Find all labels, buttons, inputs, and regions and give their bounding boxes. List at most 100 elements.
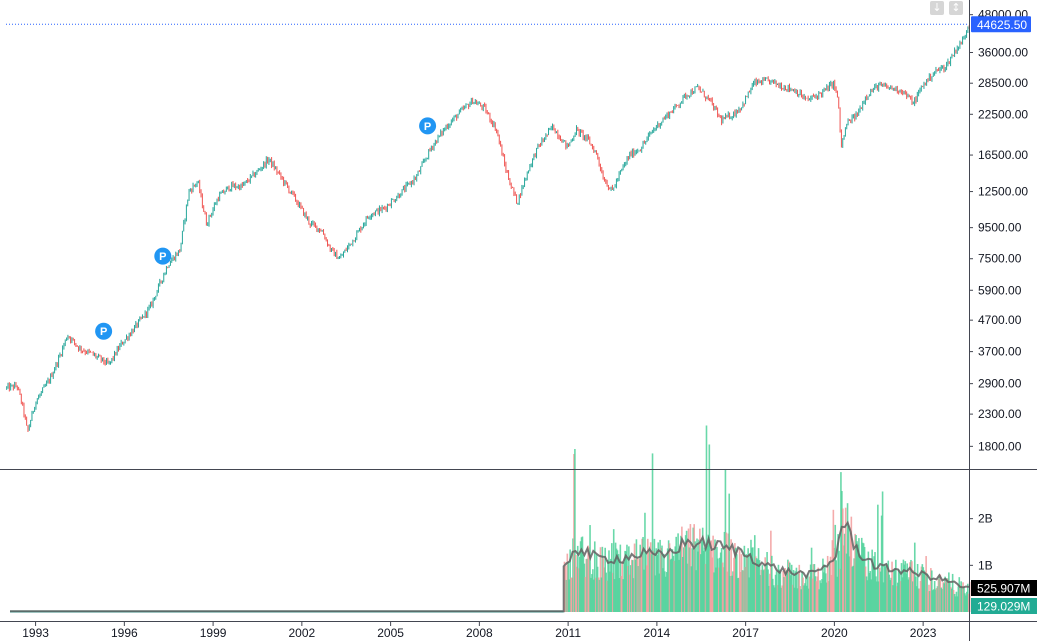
volume-bar bbox=[772, 585, 775, 612]
volume-bar bbox=[940, 587, 943, 612]
volume-bar bbox=[619, 544, 622, 612]
volume-bar bbox=[614, 542, 617, 612]
x-tick-label: 2008 bbox=[466, 626, 493, 640]
volume-bar bbox=[812, 564, 815, 612]
volume-bar bbox=[888, 574, 891, 612]
volume-bar bbox=[764, 557, 766, 612]
volume-bar bbox=[953, 593, 956, 612]
vol-tick-label: 2B bbox=[978, 512, 993, 526]
volume-bar bbox=[838, 550, 840, 612]
volume-bars bbox=[10, 425, 971, 613]
volume-bar bbox=[959, 585, 962, 612]
volume-bar bbox=[726, 571, 729, 612]
volume-bar bbox=[713, 572, 715, 612]
x-tick-label: 1993 bbox=[22, 626, 49, 640]
volume-bar bbox=[963, 586, 965, 612]
volume-bar bbox=[752, 547, 754, 612]
marker-p-label: P bbox=[424, 121, 431, 133]
volume-bar bbox=[687, 528, 690, 612]
volume-bar bbox=[851, 566, 854, 612]
marker-p: P bbox=[154, 247, 172, 265]
volume-bar bbox=[694, 541, 696, 612]
volume-bar bbox=[706, 545, 709, 612]
volume-bar bbox=[761, 565, 764, 612]
scale-down-button[interactable]: ↓ bbox=[930, 1, 944, 15]
marker-p-circle bbox=[154, 247, 172, 265]
volume-bar bbox=[922, 567, 925, 612]
volume-bar bbox=[771, 555, 773, 612]
volume-bar bbox=[932, 589, 935, 612]
volume-bar bbox=[850, 516, 853, 612]
volume-bar bbox=[603, 567, 606, 612]
volume-bar bbox=[852, 565, 855, 612]
volume-bar bbox=[680, 535, 682, 612]
volume-bar bbox=[646, 538, 649, 612]
volume-bar bbox=[725, 532, 728, 612]
volume-bar bbox=[948, 572, 950, 612]
volume-bar bbox=[697, 551, 699, 612]
volume-bar bbox=[692, 527, 695, 612]
volume-bar bbox=[804, 583, 806, 612]
volume-bar bbox=[843, 533, 846, 612]
volume-bar bbox=[892, 585, 894, 612]
volume-bar bbox=[689, 524, 692, 612]
volume-bar bbox=[720, 548, 723, 612]
volume-bar bbox=[611, 543, 613, 612]
volume-bar bbox=[737, 577, 740, 612]
volume-bar bbox=[615, 548, 618, 612]
volume-bar bbox=[779, 571, 782, 612]
volume-bar bbox=[883, 564, 886, 612]
volume-bar bbox=[962, 582, 964, 612]
volume-ma-badge: 525.907M bbox=[971, 580, 1037, 596]
volume-bar bbox=[967, 593, 970, 612]
volume-bar bbox=[869, 571, 872, 612]
volume-bar bbox=[590, 577, 592, 612]
volume-bar bbox=[938, 576, 941, 612]
volume-bar bbox=[800, 589, 802, 612]
volume-bar bbox=[819, 580, 821, 612]
volume-bar bbox=[773, 587, 776, 612]
volume-bar bbox=[849, 532, 852, 612]
marker-p: P bbox=[419, 117, 437, 135]
volume-bar bbox=[776, 585, 779, 612]
volume-bar bbox=[848, 556, 851, 612]
volume-bar bbox=[864, 566, 867, 612]
volume-bar bbox=[958, 577, 961, 612]
volume-bar bbox=[806, 574, 809, 612]
volume-bar bbox=[876, 581, 878, 612]
scale-toggle-button[interactable]: ↕ bbox=[949, 1, 963, 15]
volume-bar bbox=[877, 504, 879, 612]
volume-bar bbox=[756, 559, 759, 612]
volume-bar bbox=[628, 546, 630, 612]
volume-bar bbox=[631, 560, 634, 612]
candles bbox=[6, 25, 970, 432]
volume-bar bbox=[655, 548, 658, 612]
volume-bar bbox=[567, 561, 570, 612]
volume-bar bbox=[679, 545, 681, 612]
volume-bar bbox=[836, 576, 838, 612]
volume-bar bbox=[829, 556, 832, 612]
volume-bar bbox=[717, 558, 719, 612]
volume-bar bbox=[952, 589, 955, 612]
volume-bar bbox=[719, 552, 722, 612]
volume-bar bbox=[666, 548, 669, 612]
volume-bar bbox=[604, 547, 606, 612]
volume-bar bbox=[584, 576, 587, 612]
volume-bar bbox=[905, 573, 908, 612]
volume-bar bbox=[857, 544, 859, 612]
volume-bar bbox=[913, 542, 916, 612]
volume-bar bbox=[738, 548, 741, 612]
volume-bar bbox=[593, 579, 595, 612]
volume-bar bbox=[935, 588, 938, 612]
volume-bar bbox=[716, 546, 718, 612]
volume-bar bbox=[767, 569, 769, 612]
volume-bar bbox=[803, 585, 805, 612]
volume-bar bbox=[656, 555, 659, 612]
volume-bar bbox=[748, 577, 750, 612]
x-tick-label: 2014 bbox=[644, 626, 671, 640]
volume-bar bbox=[681, 526, 683, 612]
volume-bar bbox=[966, 591, 968, 612]
volume-bar bbox=[882, 582, 885, 612]
price-pane: P P P bbox=[6, 23, 970, 432]
volume-bar bbox=[902, 559, 905, 612]
